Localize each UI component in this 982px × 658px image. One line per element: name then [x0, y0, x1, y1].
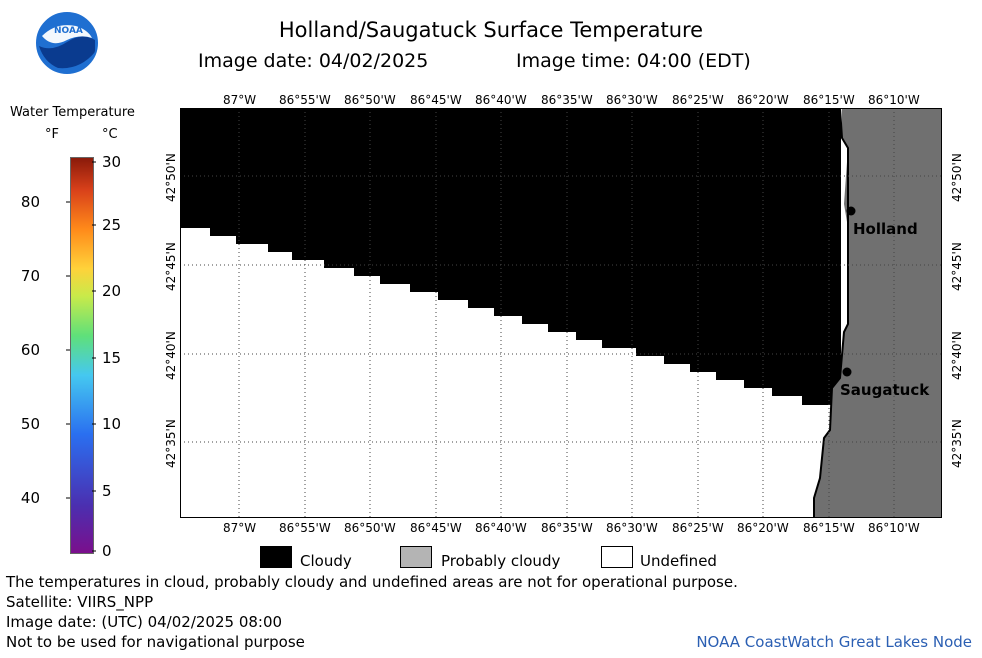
- lat-left-42-45n: 42°45'N: [164, 242, 178, 291]
- c-tick-5: 5: [102, 482, 112, 500]
- c-tick-20: 20: [102, 282, 122, 300]
- lon-top-87w: 87°W: [223, 93, 257, 107]
- lon-bottom-86-55w: 86°55'W: [279, 521, 331, 535]
- note-cloud-disclaimer: The temperatures in cloud, probably clou…: [6, 573, 738, 591]
- note-satellite: Satellite: VIIRS_NPP: [6, 593, 154, 611]
- lon-top-86-55w: 86°55'W: [279, 93, 331, 107]
- lon-bottom-86-10w: 86°10'W: [868, 521, 920, 535]
- c-tick-25: 25: [102, 216, 122, 234]
- lon-top-86-40w: 86°40'W: [475, 93, 527, 107]
- c-tick-15: 15: [102, 349, 122, 367]
- lon-top-86-15w: 86°15'W: [803, 93, 855, 107]
- lon-top-86-30w: 86°30'W: [606, 93, 658, 107]
- lon-bottom-86-45w: 86°45'W: [410, 521, 462, 535]
- f-tick-60: 60: [20, 341, 40, 359]
- undefined-swatch: [601, 546, 633, 568]
- image-time: Image time: 04:00 (EDT): [516, 50, 751, 72]
- lat-left-42-40n: 42°40'N: [164, 331, 178, 380]
- map-title: Holland/Saugatuck Surface Temperature: [278, 18, 704, 42]
- lon-bottom-86-35w: 86°35'W: [541, 521, 593, 535]
- map-border: [180, 108, 942, 518]
- lon-bottom-86-20w: 86°20'W: [737, 521, 789, 535]
- lon-bottom-86-25w: 86°25'W: [672, 521, 724, 535]
- holland-marker: [846, 206, 856, 216]
- legend-title: Water Temperature: [10, 105, 135, 120]
- lon-top-86-35w: 86°35'W: [541, 93, 593, 107]
- saugatuck-marker: [842, 367, 852, 377]
- saugatuck-label: Saugatuck: [840, 381, 930, 399]
- probably-cloudy-swatch: [400, 546, 432, 568]
- holland-label: Holland: [853, 220, 918, 238]
- lat-left-42-35n: 42°35'N: [164, 419, 178, 468]
- lon-bottom-86-50w: 86°50'W: [344, 521, 396, 535]
- map-area: [180, 108, 942, 518]
- lon-top-86-10w: 86°10'W: [868, 93, 920, 107]
- probably-cloudy-label: Probably cloudy: [441, 552, 561, 570]
- f-tick-70: 70: [20, 267, 40, 285]
- lon-bottom-86-15w: 86°15'W: [803, 521, 855, 535]
- noaa-logo-text: NOAA: [54, 26, 83, 36]
- lat-left-42-50n: 42°50'N: [164, 153, 178, 202]
- f-tick-50: 50: [20, 415, 40, 433]
- lon-top-86-20w: 86°20'W: [737, 93, 789, 107]
- scale-ticks: [66, 161, 96, 552]
- lon-top-86-25w: 86°25'W: [672, 93, 724, 107]
- unit-celsius: °C: [102, 127, 118, 142]
- shoreline: [813, 108, 849, 518]
- note-utc-date: Image date: (UTC) 04/02/2025 08:00: [6, 613, 283, 631]
- land-region: [814, 108, 942, 518]
- lat-right-42-40n: 42°40'N: [950, 331, 964, 380]
- note-navigation: Not to be used for navigational purpose: [6, 633, 305, 651]
- lon-bottom-86-30w: 86°30'W: [606, 521, 658, 535]
- cloudy-region: [180, 108, 841, 405]
- c-tick-30: 30: [102, 153, 122, 171]
- undefined-label: Undefined: [640, 552, 717, 570]
- c-tick-10: 10: [102, 415, 122, 433]
- noaa-logo: [36, 12, 98, 74]
- lon-bottom-87w: 87°W: [223, 521, 257, 535]
- credit-text: NOAA CoastWatch Great Lakes Node: [696, 633, 972, 651]
- lat-right-42-45n: 42°45'N: [950, 242, 964, 291]
- unit-fahrenheit: °F: [45, 127, 59, 142]
- cloudy-label: Cloudy: [300, 552, 352, 570]
- lon-top-86-50w: 86°50'W: [344, 93, 396, 107]
- image-date: Image date: 04/02/2025: [198, 50, 429, 72]
- lat-right-42-50n: 42°50'N: [950, 153, 964, 202]
- lon-bottom-86-40w: 86°40'W: [475, 521, 527, 535]
- color-scale-bar: [70, 157, 94, 554]
- c-tick-0: 0: [102, 542, 112, 560]
- grid-lines: [180, 108, 942, 518]
- lat-right-42-35n: 42°35'N: [950, 419, 964, 468]
- cloudy-swatch: [260, 546, 292, 568]
- f-tick-40: 40: [20, 489, 40, 507]
- f-tick-80: 80: [20, 193, 40, 211]
- lon-top-86-45w: 86°45'W: [410, 93, 462, 107]
